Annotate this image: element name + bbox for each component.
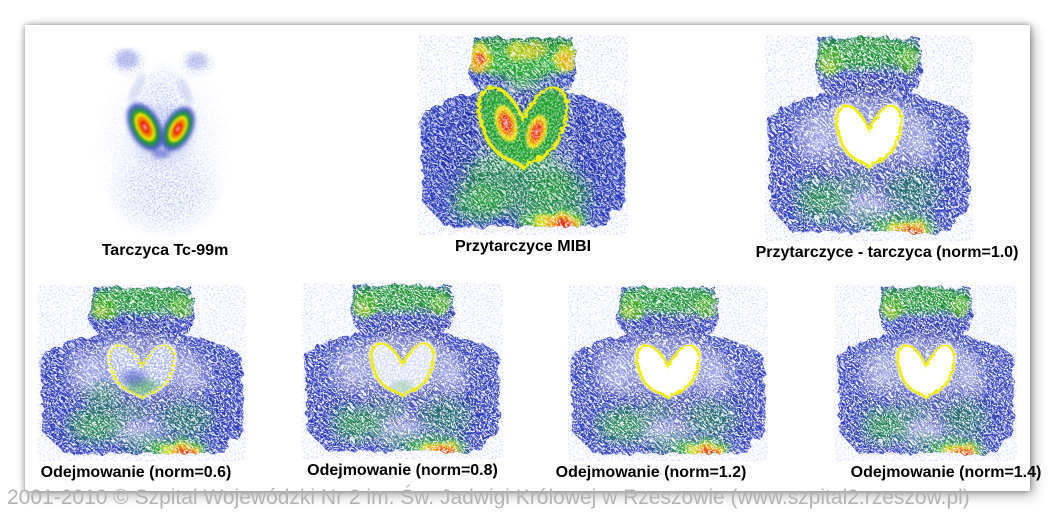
scan-image-odejmowanie-08 bbox=[302, 283, 503, 459]
scan-figure-tarczyca-tc99m: Tarczyca Tc-99m bbox=[85, 33, 245, 259]
scan-caption-przytarczyce-mibi: Przytarczyce MIBI bbox=[454, 238, 592, 255]
scan-caption-tarczyca-tc99m: Tarczyca Tc-99m bbox=[101, 242, 229, 259]
scan-figure-przytarczyce-minus-tarczyca: Przytarczyce - tarczyca (norm=1.0) bbox=[756, 35, 1018, 261]
scan-image-odejmowanie-06 bbox=[38, 285, 246, 461]
scan-figure-odejmowanie-06: Odejmowanie (norm=0.6) bbox=[38, 285, 246, 481]
scan-image-przytarczyce-mibi bbox=[418, 35, 628, 235]
scan-caption-odejmowanie-06: Odejmowanie (norm=0.6) bbox=[40, 464, 232, 481]
scan-caption-odejmowanie-08: Odejmowanie (norm=0.8) bbox=[307, 462, 498, 479]
scan-report-card: Tarczyca Tc-99m Przytarczyce MIBI Przyta… bbox=[25, 25, 1041, 491]
scan-image-tarczyca-tc99m bbox=[85, 33, 245, 239]
scan-caption-przytarczyce-minus-tarczyca: Przytarczyce - tarczyca (norm=1.0) bbox=[755, 244, 1019, 261]
scan-image-odejmowanie-14 bbox=[835, 285, 1017, 461]
watermark-text: 2001-2010 © Szpital Wojewódzki Nr 2 im. … bbox=[7, 486, 970, 509]
scan-figure-odejmowanie-08: Odejmowanie (norm=0.8) bbox=[302, 283, 503, 479]
scan-image-odejmowanie-12 bbox=[568, 285, 768, 461]
scan-image-przytarczyce-minus-tarczyca bbox=[765, 35, 973, 241]
scan-caption-odejmowanie-12: Odejmowanie (norm=1.2) bbox=[555, 464, 747, 481]
scan-figure-przytarczyce-mibi: Przytarczyce MIBI bbox=[418, 35, 628, 255]
scan-caption-odejmowanie-14: Odejmowanie (norm=1.4) bbox=[850, 464, 1042, 481]
scan-figure-odejmowanie-12: Odejmowanie (norm=1.2) bbox=[556, 285, 768, 481]
scan-figure-odejmowanie-14: Odejmowanie (norm=1.4) bbox=[835, 285, 1041, 481]
